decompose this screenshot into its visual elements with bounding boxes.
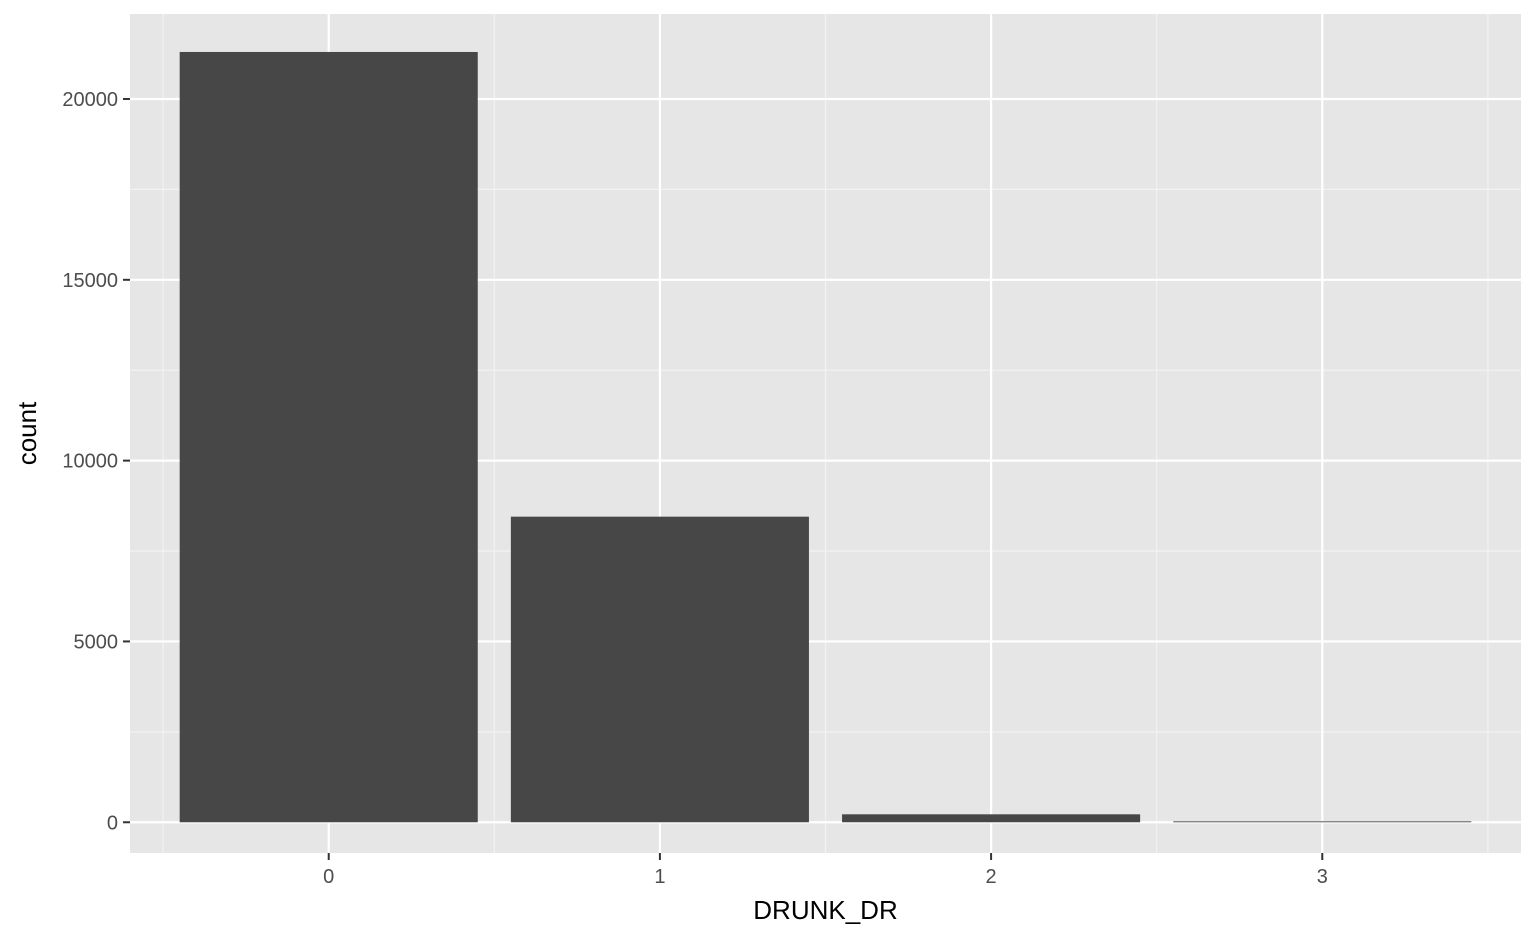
y-tick-label: 15000 xyxy=(62,270,118,292)
y-tick-label: 10000 xyxy=(62,451,118,473)
x-tick-label: 1 xyxy=(654,866,665,888)
y-tick-label: 5000 xyxy=(74,631,119,653)
x-axis: 0 1 2 3 xyxy=(323,853,1328,888)
x-axis-title: DRUNK_DR xyxy=(753,895,897,925)
bar-2 xyxy=(842,814,1141,823)
y-axis-title: count xyxy=(12,401,42,465)
y-tick-label: 0 xyxy=(107,812,118,834)
x-tick-label: 3 xyxy=(1317,866,1328,888)
bars-group xyxy=(179,51,1472,823)
y-axis: 0 5000 10000 15000 20000 xyxy=(62,89,130,834)
x-tick-label: 0 xyxy=(323,866,334,888)
bar-0 xyxy=(179,51,478,823)
x-tick-label: 2 xyxy=(986,866,997,888)
y-tick-label: 20000 xyxy=(62,89,118,111)
bar-3 xyxy=(1173,821,1472,823)
bar-1 xyxy=(510,516,809,823)
